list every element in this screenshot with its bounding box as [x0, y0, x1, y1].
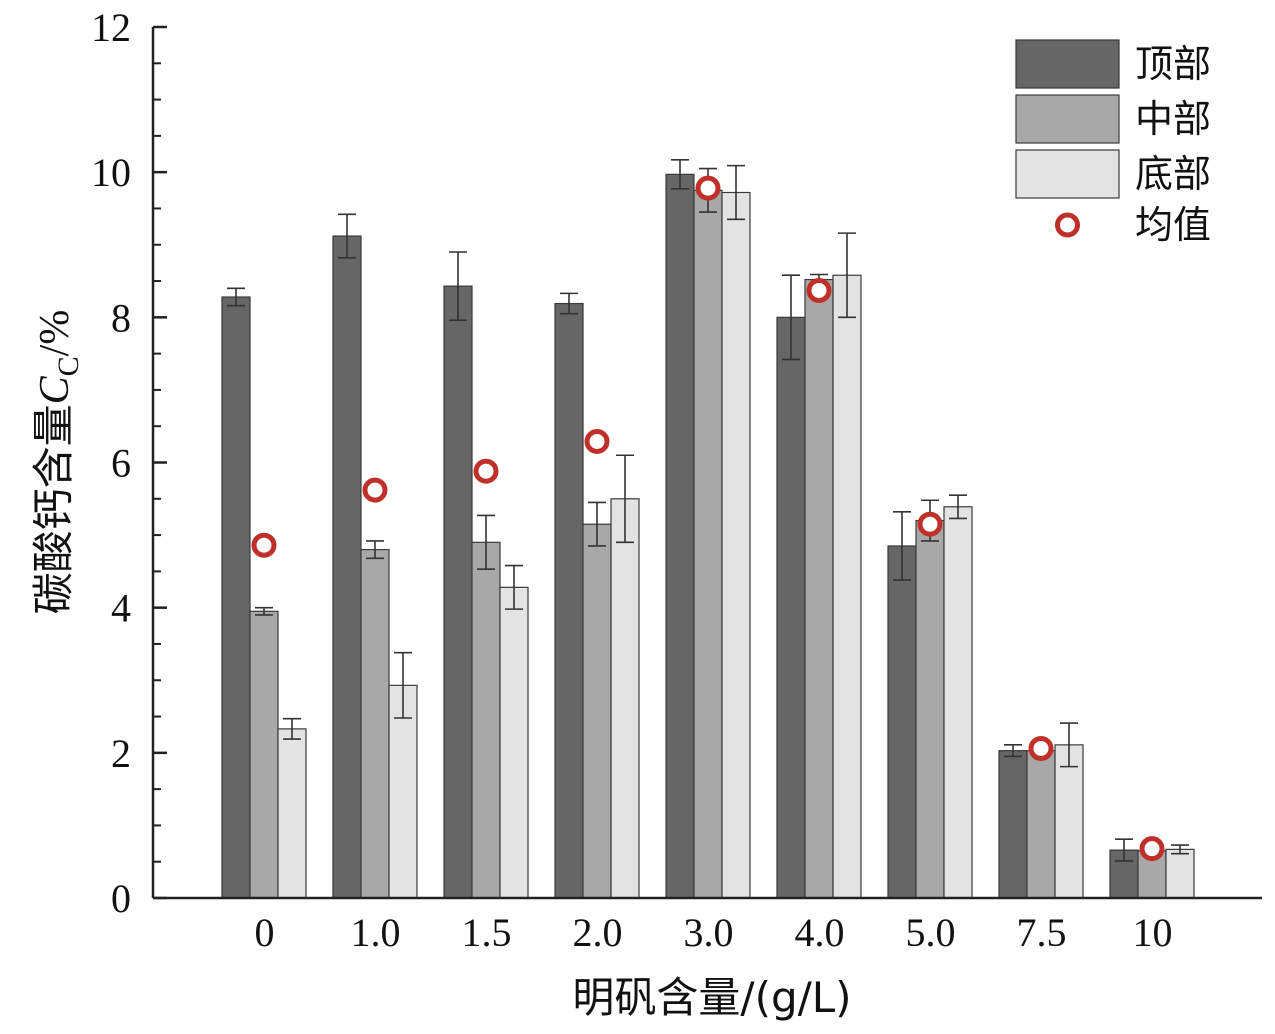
legend-swatch	[1055, 212, 1080, 238]
error-bar	[255, 606, 273, 616]
error-bar	[394, 651, 412, 719]
y-tick-label: 4	[111, 586, 131, 631]
x-tick-label: 10	[1133, 910, 1173, 955]
bar-1-3	[582, 523, 612, 899]
error-bar	[366, 540, 384, 560]
bar-2-3	[610, 498, 640, 899]
bar-0-6	[887, 545, 917, 899]
legend-item-mean: 均值	[1055, 203, 1211, 247]
error-bar	[838, 232, 856, 319]
legend-label: 顶部	[1135, 42, 1211, 86]
bar-2-7	[1054, 744, 1084, 899]
error-bar	[477, 514, 495, 570]
y-tick-label: 10	[91, 150, 131, 195]
mean-marker-5	[806, 277, 832, 303]
x-axis-title: 明矾含量/(g/L)	[572, 973, 851, 1022]
mean-marker-8	[1139, 836, 1165, 862]
y-ticks-layer: 0 2 4 6 8 10 12	[91, 5, 167, 921]
bar-0-5	[776, 316, 806, 899]
bar-1-2	[471, 541, 501, 899]
y-axis-title: 碳酸钙含量CC/%	[29, 310, 85, 615]
x-tick-label: 5.0	[906, 910, 956, 955]
mean-marker-7	[1028, 735, 1054, 761]
error-bar	[283, 717, 301, 740]
x-tick-label: 1.5	[462, 910, 512, 955]
error-bar	[1115, 838, 1133, 862]
legend-item-2: 底部	[1015, 149, 1211, 199]
y-axis-title-symbol: C	[32, 375, 78, 404]
bar-2-2	[499, 586, 529, 899]
error-bar	[782, 274, 800, 361]
x-tick-label: 3.0	[684, 910, 734, 955]
legend-swatch	[1015, 149, 1120, 199]
legend-label: 中部	[1135, 97, 1211, 141]
error-bar	[949, 494, 967, 520]
legend-swatch	[1015, 39, 1120, 89]
bar-0-7	[998, 750, 1028, 899]
y-axis-title-suffix: /%	[32, 310, 78, 357]
bar-1-6	[915, 519, 945, 899]
x-tick-label: 4.0	[795, 910, 845, 955]
y-tick-label: 6	[111, 441, 131, 486]
x-tick-label: 7.5	[1017, 910, 1067, 955]
y-tick-label: 12	[91, 5, 131, 50]
error-bar	[505, 564, 523, 610]
bar-2-5	[832, 274, 862, 899]
y-tick-label: 2	[111, 731, 131, 776]
y-axis-title-prefix: 碳酸钙含量	[29, 404, 78, 614]
mean-marker-1	[362, 477, 388, 503]
error-bar	[727, 164, 745, 221]
mean-marker-3	[584, 428, 610, 454]
mean-marker-4	[695, 175, 721, 201]
mean-marker-6	[917, 511, 943, 537]
y-tick-label: 8	[111, 295, 131, 340]
legend-label: 均值	[1135, 203, 1211, 247]
x-ticks-layer: 0 1.0 1.5 2.0 3.0 4.0 5.0 7.5 10	[255, 910, 1173, 955]
bar-0-0	[221, 296, 251, 899]
legend-swatch	[1015, 94, 1120, 144]
bar-1-5	[804, 278, 834, 899]
bar-1-0	[249, 610, 279, 899]
error-bar	[671, 159, 689, 190]
error-bar	[1171, 844, 1189, 855]
mean-marker-2	[473, 458, 499, 484]
error-bar	[588, 501, 606, 547]
y-axis-title-subscript: C	[52, 356, 85, 376]
bar-2-4	[721, 191, 751, 899]
y-tick-label: 0	[111, 876, 131, 921]
bar-2-8	[1165, 848, 1195, 899]
bar-1-4	[693, 189, 723, 899]
error-bars-layer	[227, 159, 1189, 862]
error-bar	[560, 292, 578, 315]
bar-1-7	[1026, 750, 1056, 899]
bar-1-1	[360, 548, 390, 899]
error-bar	[227, 287, 245, 307]
x-tick-label: 1.0	[351, 910, 401, 955]
error-bar	[616, 454, 634, 544]
bar-0-1	[332, 235, 362, 899]
bar-2-6	[943, 506, 973, 899]
error-bar	[449, 251, 467, 322]
mean-marker-0	[251, 532, 277, 558]
legend-item-1: 中部	[1015, 94, 1211, 144]
x-tick-label: 2.0	[573, 910, 623, 955]
bar-0-3	[554, 302, 584, 899]
bars-layer	[221, 173, 1195, 899]
error-bar	[893, 511, 911, 581]
legend-label: 底部	[1135, 152, 1211, 196]
bar-0-2	[443, 285, 473, 899]
bar-2-0	[277, 728, 307, 899]
mean-markers-layer	[251, 175, 1165, 862]
bar-0-4	[665, 173, 695, 899]
error-bar	[1060, 722, 1078, 768]
error-bar	[1004, 744, 1022, 758]
legend-item-0: 顶部	[1015, 39, 1211, 89]
x-tick-label: 0	[255, 910, 275, 955]
error-bar	[338, 213, 356, 259]
